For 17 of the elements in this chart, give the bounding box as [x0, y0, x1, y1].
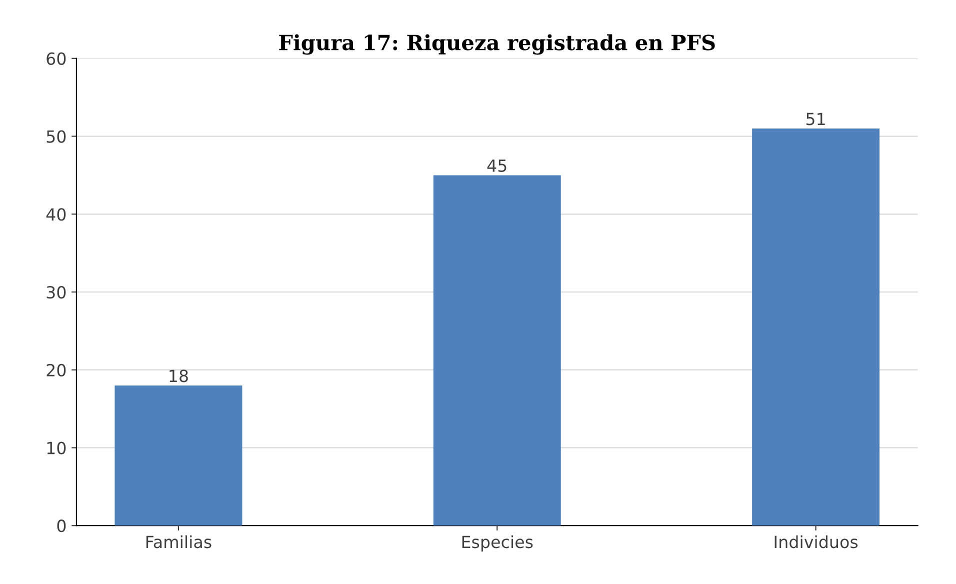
bar [433, 175, 561, 526]
y-tick-label: 60 [46, 52, 66, 65]
bar [752, 128, 880, 526]
data-label: 45 [487, 160, 506, 172]
bar [114, 385, 242, 526]
x-tick-label: Especies [462, 535, 533, 552]
data-label: 18 [170, 370, 188, 382]
data-label: 51 [806, 112, 825, 126]
y-tick-label: 10 [47, 442, 66, 454]
y-tick-label: 20 [46, 364, 66, 376]
chart-title: Figura 17: Riqueza registrada en PFS [279, 34, 715, 55]
y-tick-label: 30 [46, 286, 66, 299]
y-tick-label: 50 [46, 130, 66, 143]
x-tick-label: Familias [146, 535, 212, 548]
x-tick-label: Individuos [774, 535, 858, 548]
y-tick-label: 40 [46, 208, 66, 221]
y-tick-label: 0 [57, 520, 66, 532]
